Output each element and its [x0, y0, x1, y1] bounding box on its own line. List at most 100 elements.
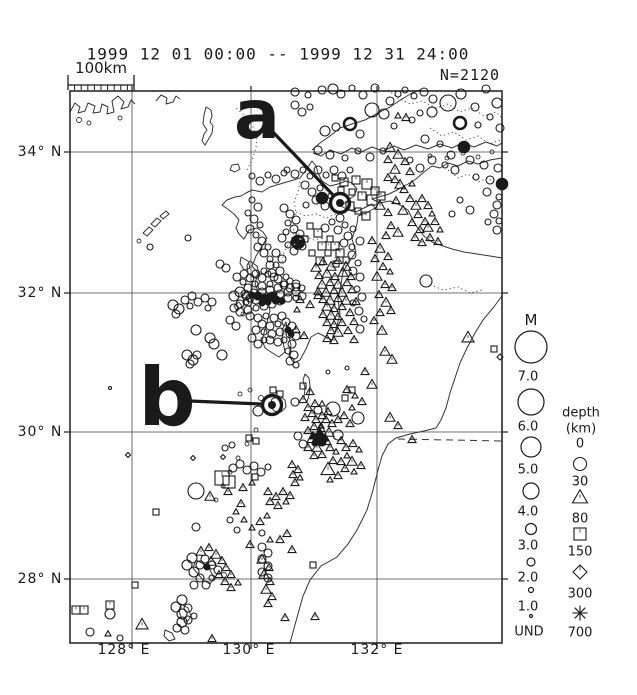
event-circle — [348, 266, 358, 276]
event-triangle — [348, 438, 358, 448]
event-circle — [325, 401, 341, 417]
event-triangle — [234, 578, 242, 586]
event-triangle — [405, 166, 415, 176]
event-triangle — [383, 251, 393, 261]
dotted-contour — [293, 231, 323, 241]
event-triangle — [314, 427, 326, 438]
event-circle — [253, 313, 263, 323]
event-circle — [365, 152, 375, 162]
event-circle — [341, 154, 349, 162]
coastline-path — [69, 95, 136, 115]
islet — [247, 387, 253, 393]
coastline-path — [229, 163, 241, 173]
event-circle — [344, 365, 350, 371]
event-circle — [195, 573, 205, 583]
event-circle — [364, 102, 380, 118]
event-triangle — [336, 456, 346, 466]
dotted-contour — [387, 89, 503, 119]
event-triangle — [264, 562, 274, 572]
annotation-leader-line — [189, 399, 262, 406]
coastline-path — [159, 210, 170, 220]
event-triangle — [210, 548, 222, 559]
event-circle — [485, 175, 495, 185]
legend-magnitude-circle — [527, 586, 535, 594]
event-circle — [249, 461, 259, 471]
event-triangle — [369, 315, 379, 325]
event-triangle — [217, 555, 227, 565]
event-circle — [465, 155, 475, 165]
event-count: N=2120 — [439, 66, 501, 84]
event-triangle — [329, 319, 339, 329]
event-circle — [390, 122, 398, 130]
event-triangle — [296, 473, 304, 481]
event-circle — [260, 267, 268, 275]
coastline-path — [142, 226, 154, 237]
event-circle — [355, 324, 365, 334]
event-circle — [171, 309, 181, 319]
event-circle — [284, 241, 292, 249]
event-triangle — [391, 195, 401, 205]
event-circle — [271, 248, 281, 258]
event-circle — [354, 259, 362, 267]
islet — [237, 391, 243, 397]
event-circle — [293, 431, 303, 441]
event-square — [152, 508, 160, 516]
event-triangle — [205, 555, 217, 566]
event-circle — [271, 174, 281, 184]
event-triangle — [273, 500, 283, 510]
event-triangle — [321, 414, 331, 424]
event-triangle — [415, 224, 425, 234]
event-circle — [452, 115, 468, 131]
event-circle — [455, 88, 467, 100]
event-triangle — [329, 335, 339, 345]
event-circle — [243, 305, 253, 315]
legend-depth-label-80: 80 — [571, 511, 589, 527]
event-square — [573, 527, 587, 541]
event-circle — [291, 282, 301, 292]
event-square — [245, 434, 253, 442]
event-circle — [401, 86, 409, 94]
event-triangle — [238, 482, 248, 492]
event-triangle — [310, 261, 322, 272]
event-triangle — [236, 498, 246, 508]
event-triangle — [336, 286, 348, 297]
map-title: 1999 12 01 00:00 -- 1999 12 31 24:00 — [86, 44, 470, 64]
event-circle — [290, 100, 300, 110]
event-circle — [297, 107, 307, 117]
event-triangle — [288, 469, 298, 479]
event-circle — [284, 219, 292, 227]
event-triangle — [339, 410, 349, 420]
lon-label-132e: 132° E — [350, 642, 404, 658]
event-triangle — [407, 434, 417, 444]
islet — [253, 427, 259, 433]
event-circle — [491, 97, 503, 109]
event-triangle — [135, 617, 149, 630]
event-circle — [378, 108, 390, 120]
event-triangle — [380, 279, 390, 289]
event-circle — [242, 298, 250, 306]
islet — [240, 311, 246, 317]
legend-depth-label-0: 0 — [575, 436, 585, 452]
event-circle — [228, 441, 236, 449]
event-triangle — [350, 467, 358, 475]
event-triangle — [290, 477, 300, 487]
event-triangle — [384, 141, 396, 152]
event-circle — [266, 255, 274, 263]
event-triangle — [326, 475, 334, 483]
event-triangle — [285, 490, 295, 500]
event-triangle — [346, 455, 358, 466]
event-diamond — [572, 564, 588, 580]
event-circle — [282, 273, 290, 281]
event-square — [317, 241, 327, 251]
event-square — [306, 222, 314, 230]
event-circle — [259, 248, 269, 258]
event-triangle — [386, 267, 394, 275]
event-circle — [229, 303, 239, 313]
event-triangle — [329, 285, 339, 295]
event-circle — [263, 573, 273, 583]
event-triangle — [413, 209, 423, 219]
lon-label-130e: 130° E — [222, 642, 276, 658]
event-triangle — [397, 204, 409, 215]
event-circle — [331, 122, 341, 132]
event-circle — [204, 304, 212, 312]
